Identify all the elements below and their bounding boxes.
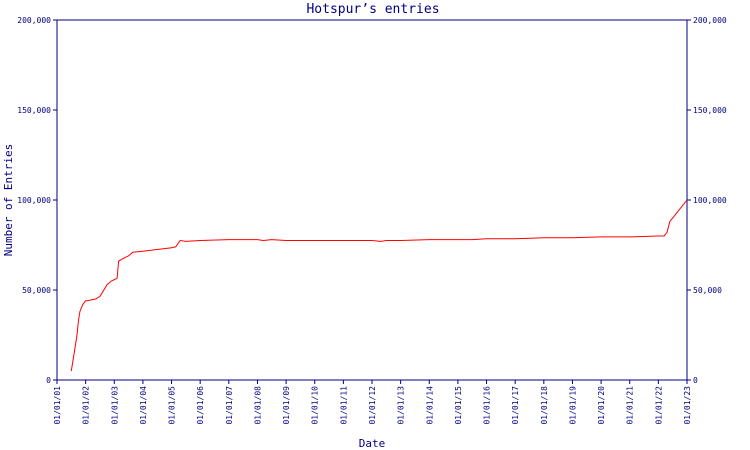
y-tick-label-left: 100,000 [17, 196, 51, 205]
y-axis-label: Number of Entries [2, 144, 15, 257]
y-tick-label-left: 50,000 [22, 286, 51, 295]
y-tick-label-right: 50,000 [693, 286, 722, 295]
x-tick-label: 01/01/18 [540, 386, 549, 425]
x-tick-label: 01/01/11 [339, 386, 348, 425]
x-tick-label: 01/01/08 [253, 386, 262, 425]
x-tick-label: 01/01/22 [654, 386, 663, 425]
plot-frame [56, 19, 688, 381]
x-tick-label: 01/01/14 [425, 386, 434, 425]
x-tick-label: 01/01/15 [454, 386, 463, 425]
x-tick-label: 01/01/01 [53, 386, 62, 425]
y-tick-label-right: 0 [693, 376, 698, 385]
x-axis-label: Date [359, 437, 386, 450]
x-tick-label: 01/01/21 [626, 386, 635, 425]
x-tick-label: 01/01/05 [168, 386, 177, 425]
x-tick-label: 01/01/17 [511, 386, 520, 425]
x-tick-label: 01/01/10 [311, 386, 320, 425]
y-tick-label-right: 100,000 [693, 196, 727, 205]
x-tick-label: 01/01/03 [110, 386, 119, 425]
x-tick-label: 01/01/16 [483, 386, 492, 425]
x-tick-label: 01/01/07 [225, 386, 234, 425]
x-axis: 01/01/01 01/01/02 01/01/03 01/01/04 01/01/05… [53, 380, 692, 425]
x-tick-label: 01/01/04 [139, 386, 148, 425]
x-tick-label: 01/01/20 [597, 386, 606, 425]
y-tick-label-left: 0 [46, 376, 51, 385]
y-axis-left: 0 50,000 100,000 150,000 200,000 [17, 16, 57, 385]
y-tick-label-left: 150,000 [17, 106, 51, 115]
x-tick-label: 01/01/06 [196, 386, 205, 425]
y-tick-label-right: 150,000 [693, 106, 727, 115]
x-tick-label: 01/01/12 [368, 386, 377, 425]
y-axis-right: 0 50,000 100,000 150,000 200,000 [687, 16, 727, 385]
y-tick-label-left: 200,000 [17, 16, 51, 25]
x-tick-label: 01/01/02 [82, 386, 91, 425]
x-tick-label: 01/01/23 [683, 386, 692, 425]
series-line [70, 199, 688, 372]
chart-title: Hotspur’s entries [306, 2, 439, 17]
y-tick-label-right: 200,000 [693, 16, 727, 25]
x-tick-label: 01/01/13 [397, 386, 406, 425]
x-tick-label: 01/01/19 [568, 386, 577, 425]
x-tick-label: 01/01/09 [282, 386, 291, 425]
